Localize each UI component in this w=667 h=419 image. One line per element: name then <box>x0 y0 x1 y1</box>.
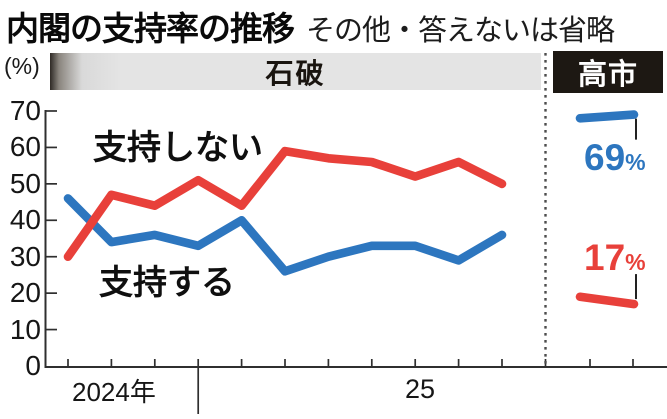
y-axis-unit-label: (%) <box>4 53 40 79</box>
y-axis-tick-label: 50 <box>9 167 41 199</box>
period-band-takaichi-label: 高市 <box>577 59 638 91</box>
period-band-ishiba-label: 石破 <box>265 57 326 89</box>
callout-disapprove-value: 17% <box>584 239 646 276</box>
y-axis-tick-label: 20 <box>9 277 41 309</box>
x-axis-label-2024: 2024年 <box>72 377 156 407</box>
x-axis-label-25: 25 <box>405 374 436 404</box>
callout-approve-unit: % <box>625 149 646 175</box>
callout-approve-value: 69% <box>584 139 646 176</box>
approve-line-ishiba <box>63 194 507 276</box>
y-axis-tick-label: 10 <box>9 313 41 345</box>
axis-line <box>44 110 667 368</box>
series-label-approve: 支持する <box>99 264 235 302</box>
y-axis-tick-label: 30 <box>9 240 41 272</box>
y-axis-tick-label: 70 <box>9 94 41 126</box>
callout-approve-number: 69 <box>584 137 626 178</box>
series-label-disapprove: 支持しない <box>93 129 263 167</box>
y-axis-tick-label: 60 <box>9 131 41 163</box>
title-bar: 内閣の支持率の推移 その他・答えないは省略 <box>6 2 615 50</box>
callout-disapprove-unit: % <box>625 249 646 275</box>
chart-subtitle: その他・答えないは省略 <box>306 15 615 47</box>
y-axis-tick-label: 0 <box>25 350 41 381</box>
disapprove-line-takaichi <box>575 292 639 309</box>
callout-disapprove-number: 17 <box>584 237 626 278</box>
y-axis-tick-label: 40 <box>9 204 41 236</box>
approve-line-takaichi <box>575 110 639 123</box>
chart-title: 内閣の支持率の推移 <box>6 10 295 47</box>
period-band-ishiba: 石破 <box>50 53 541 90</box>
period-band-takaichi: 高市 <box>553 51 663 93</box>
disapprove-line-ishiba <box>63 146 507 262</box>
